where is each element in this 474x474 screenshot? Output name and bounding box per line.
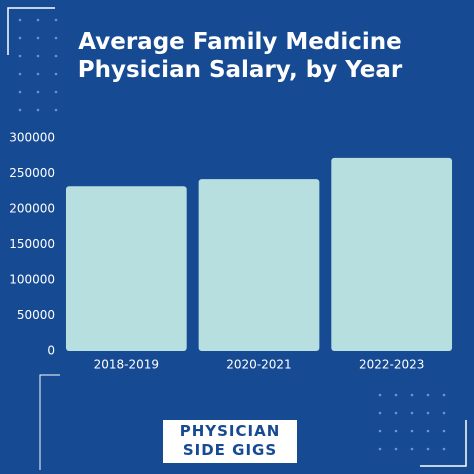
dot (378, 393, 382, 397)
dot (426, 429, 430, 433)
corner-line (420, 420, 467, 467)
dot (18, 54, 22, 58)
dot (54, 54, 58, 58)
x-tick-label: 2020-2021 (226, 358, 291, 372)
dot (54, 36, 58, 40)
logo-line: SIDE GIGS (182, 441, 278, 459)
dot (442, 429, 446, 433)
chart-title: Average Family Medicine Physician Salary… (77, 29, 403, 83)
dot (378, 411, 382, 415)
dot (410, 393, 414, 397)
bar (65, 186, 187, 351)
dot-pattern (18, 18, 446, 451)
dot (54, 72, 58, 76)
dot (442, 447, 446, 451)
y-tick-label: 150000 (9, 237, 55, 251)
dot (410, 429, 414, 433)
bar (198, 179, 320, 351)
dot (378, 447, 382, 451)
dot (426, 447, 430, 451)
x-tick-label: 2022-2023 (359, 358, 424, 372)
dot (54, 18, 58, 22)
y-tick-label: 200000 (9, 202, 55, 216)
dot (394, 393, 398, 397)
dot (18, 108, 22, 112)
y-tick-label: 250000 (9, 166, 55, 180)
y-tick-label: 300000 (9, 131, 55, 145)
dot (410, 447, 414, 451)
logo-line: PHYSICIAN (179, 422, 281, 440)
dot (36, 54, 40, 58)
dot (18, 72, 22, 76)
y-tick-label: 100000 (9, 273, 55, 287)
bar (331, 157, 453, 351)
dot (426, 393, 430, 397)
logo: PHYSICIAN SIDE GIGS (163, 420, 297, 463)
decoration (7, 7, 467, 470)
dot (36, 72, 40, 76)
dot (442, 393, 446, 397)
corner-line (7, 7, 55, 55)
dot (36, 18, 40, 22)
x-tick-label: 2018-2019 (94, 358, 159, 372)
y-tick-label: 50000 (17, 308, 55, 322)
dot (36, 90, 40, 94)
dot (394, 447, 398, 451)
dot (36, 36, 40, 40)
dot (442, 411, 446, 415)
dot (426, 411, 430, 415)
dot (378, 429, 382, 433)
dot (394, 429, 398, 433)
dot (54, 108, 58, 112)
y-tick-label: 0 (47, 344, 55, 358)
dot (18, 90, 22, 94)
corner-line (39, 374, 60, 470)
dot (18, 36, 22, 40)
dot (18, 18, 22, 22)
dot (410, 411, 414, 415)
dot (36, 108, 40, 112)
dot (54, 90, 58, 94)
dot (394, 411, 398, 415)
